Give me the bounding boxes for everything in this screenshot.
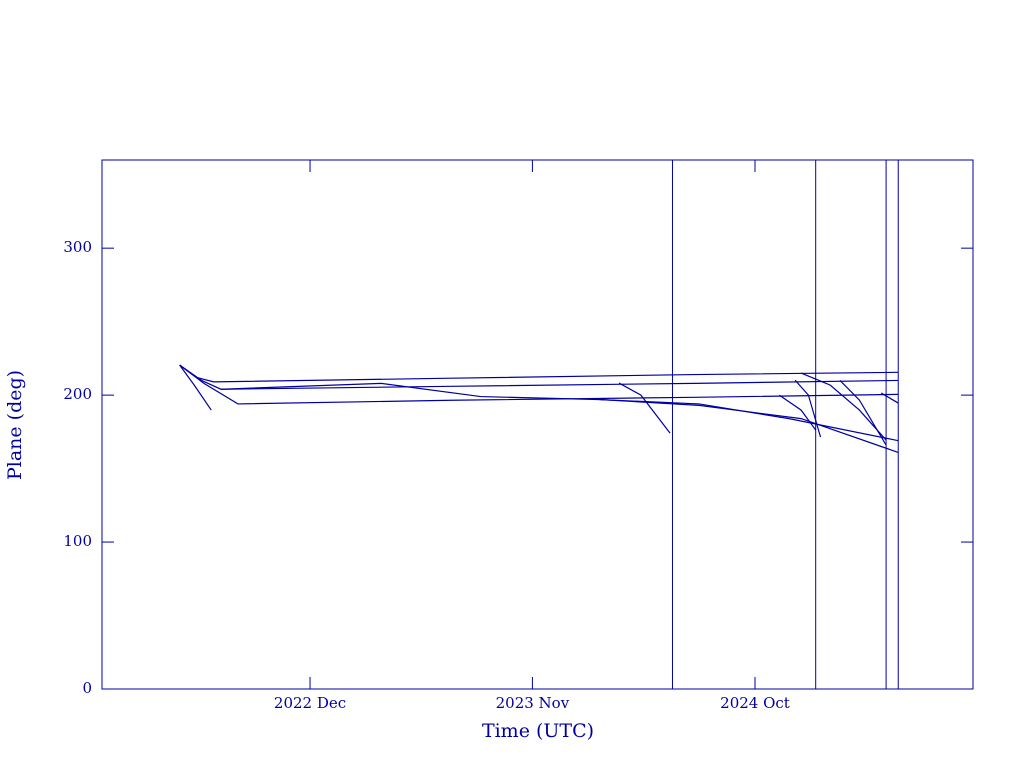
x-tick-label: 2023 Nov — [496, 694, 570, 712]
data-line — [778, 394, 817, 431]
data-line — [599, 398, 899, 453]
x-tick-label: 2022 Dec — [274, 694, 346, 712]
data-line — [179, 364, 899, 405]
y-tick-label: 300 — [63, 238, 92, 256]
data-line — [839, 379, 887, 446]
data-line — [220, 382, 899, 442]
data-line — [618, 382, 671, 434]
data-line — [880, 392, 899, 404]
x-tick-label: 2024 Oct — [720, 694, 790, 712]
data-line — [179, 364, 899, 383]
y-tick-label: 200 — [63, 385, 92, 403]
y-tick-label: 0 — [82, 679, 92, 697]
data-line — [794, 379, 822, 438]
y-axis-title: Plane (deg) — [4, 370, 26, 480]
y-tick-label: 100 — [63, 532, 92, 550]
data-line — [800, 372, 887, 441]
plot-frame — [101, 159, 974, 690]
data-line — [179, 364, 212, 411]
x-axis-title: Time (UTC) — [482, 720, 594, 742]
data-line — [179, 364, 899, 390]
